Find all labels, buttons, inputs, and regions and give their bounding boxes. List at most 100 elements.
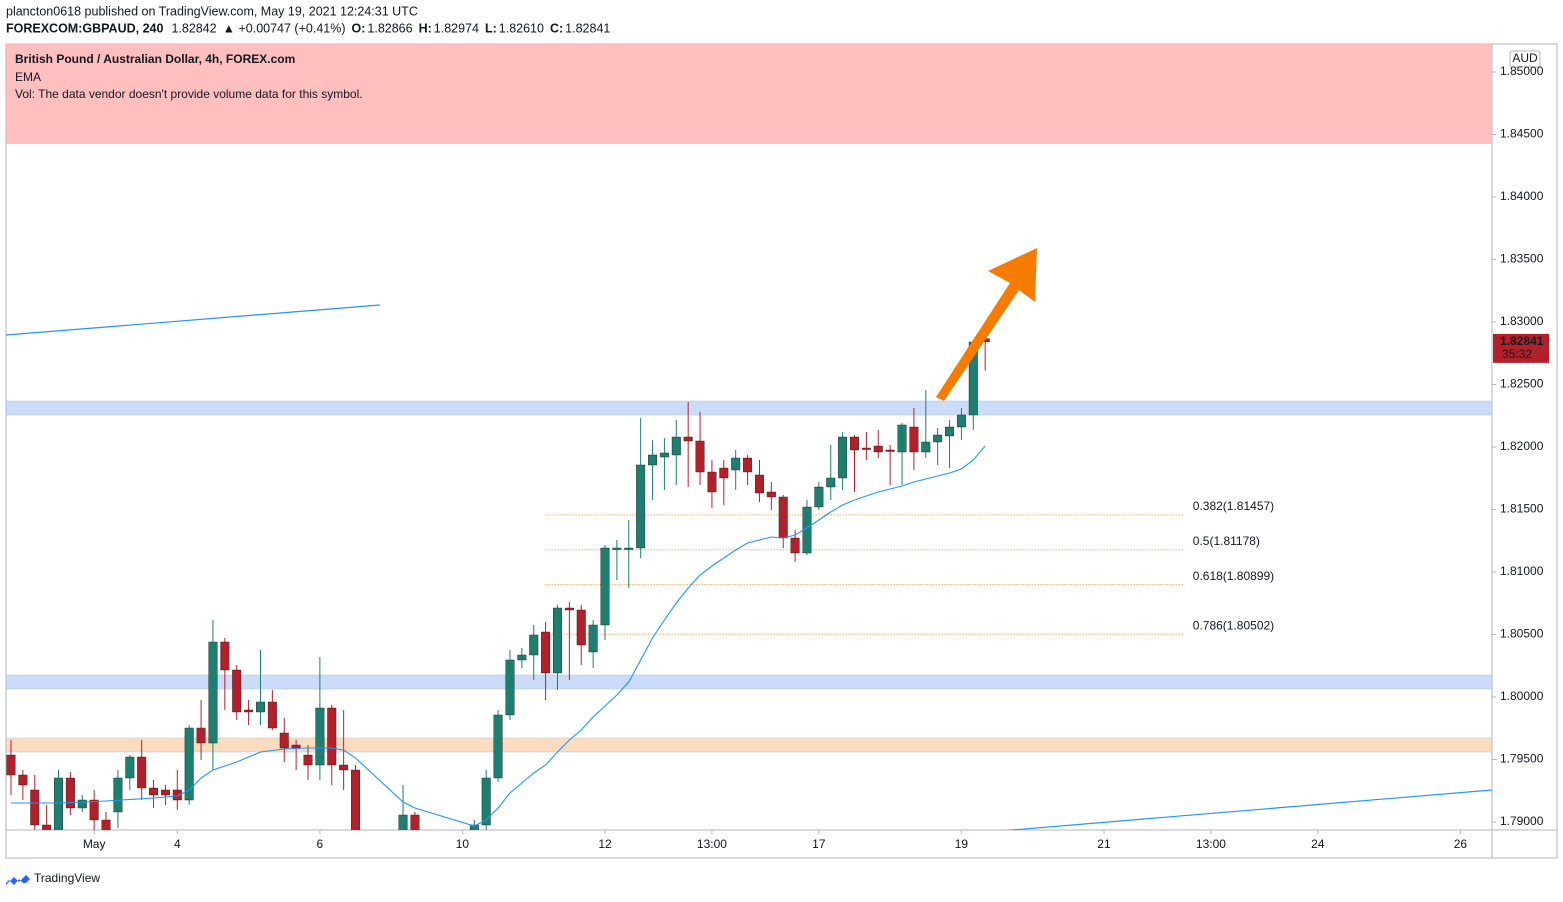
- x-tick-label: 10: [456, 837, 470, 851]
- candle-body: [861, 447, 871, 450]
- logo: [6, 875, 30, 885]
- candle-body: [351, 769, 360, 830]
- candle-body: [232, 669, 242, 713]
- candle-body: [659, 452, 669, 458]
- header-o: 1.82866: [367, 21, 412, 35]
- candle-body: [113, 777, 123, 813]
- volume-note: Vol: The data vendor doesn't provide vol…: [15, 87, 363, 101]
- ema-line: [10, 445, 986, 827]
- candle-body: [256, 701, 265, 713]
- y-tick-label: 1.80500: [1500, 627, 1544, 641]
- candle-body: [612, 547, 622, 550]
- fib-label: 0.786(1.80502): [1193, 618, 1274, 632]
- fib-label: 0.382(1.81457): [1193, 499, 1274, 513]
- trend-line: [1004, 789, 1492, 830]
- candle-body: [743, 457, 753, 473]
- x-tick-label: 24: [1311, 837, 1325, 851]
- currency: AUD: [1512, 51, 1538, 65]
- candle-body: [327, 707, 337, 766]
- candle-body: [707, 471, 717, 493]
- candle-body: [553, 607, 562, 674]
- x-tick-label: 17: [812, 837, 826, 851]
- candle-body: [600, 547, 610, 626]
- header-l: 1.82610: [499, 21, 544, 35]
- last-price: 1.82841: [1500, 334, 1544, 348]
- candle-body: [160, 789, 170, 796]
- candle-body: [267, 701, 277, 729]
- candle-body: [648, 454, 658, 466]
- candle-body: [125, 756, 135, 779]
- candle-body: [885, 449, 895, 452]
- candle-body: [65, 777, 75, 809]
- header-h-label: H:: [419, 21, 432, 35]
- header-last: 1.82842: [171, 21, 216, 35]
- x-tick-label: 26: [1454, 837, 1468, 851]
- candle-body: [814, 486, 824, 508]
- candle-body: [873, 445, 883, 453]
- trend-line: [6, 304, 381, 336]
- candle-body: [529, 634, 539, 656]
- y-tick-label: 1.79000: [1500, 814, 1544, 828]
- candle-body: [838, 436, 848, 479]
- zone: [6, 400, 1492, 416]
- candle-body: [588, 624, 598, 653]
- y-tick-label: 1.83500: [1500, 252, 1544, 266]
- x-tick-label: 19: [955, 837, 969, 851]
- candle-body: [719, 467, 729, 479]
- y-tick-label: 1.79500: [1500, 752, 1544, 766]
- arrow: [936, 248, 1037, 401]
- candle-body: [731, 457, 741, 471]
- header-h: 1.82974: [434, 21, 479, 35]
- candle-body: [956, 414, 966, 428]
- y-tick-label: 1.80000: [1500, 689, 1544, 703]
- y-tick-label: 1.81000: [1500, 564, 1544, 578]
- x-tick-label: 12: [598, 837, 612, 851]
- candle-body: [398, 814, 408, 830]
- candle-body: [541, 631, 551, 674]
- x-tick-label: 6: [317, 837, 324, 851]
- fib-label: 0.5(1.81178): [1193, 534, 1260, 548]
- fib-label: 0.618(1.80899): [1193, 569, 1274, 583]
- candle-body: [18, 774, 28, 786]
- candle-body: [172, 789, 182, 801]
- candle-body: [850, 436, 859, 451]
- candle-body: [695, 440, 705, 473]
- candle-body: [410, 814, 420, 830]
- candle-body: [303, 754, 313, 766]
- candle-body: [77, 799, 87, 809]
- x-tick-label: 21: [1097, 837, 1111, 851]
- symbol: FOREXCOM:GBPAUD, 240: [6, 21, 163, 35]
- plot: [6, 44, 1492, 830]
- candle-body: [6, 754, 16, 776]
- candle-body: [576, 609, 586, 646]
- candle-body: [636, 464, 646, 549]
- candle-body: [291, 744, 301, 749]
- y-tick-label: 1.83000: [1500, 314, 1544, 328]
- x-tick-label: 4: [174, 837, 181, 851]
- y-tick-label: 1.84500: [1500, 127, 1544, 141]
- y-tick-label: 1.81500: [1500, 502, 1544, 516]
- candle-body: [315, 707, 325, 766]
- candle-body: [766, 491, 776, 498]
- x-tick-label: May: [83, 837, 106, 851]
- candle-body: [921, 441, 931, 453]
- frame: [5, 43, 1558, 859]
- candle-body: [208, 641, 218, 744]
- candle-body: [137, 756, 147, 789]
- candle-body: [101, 819, 111, 830]
- header-o-label: O:: [352, 21, 366, 35]
- header-l-label: L:: [485, 21, 497, 35]
- y-tick-label: 1.82500: [1500, 377, 1544, 391]
- candle-body: [220, 641, 230, 671]
- x-tick-label: 13:00: [697, 837, 727, 851]
- candle-body: [683, 436, 693, 442]
- zone: [6, 44, 1492, 144]
- candle-body: [778, 496, 788, 539]
- candle-body: [196, 727, 206, 744]
- candle-body: [481, 777, 491, 826]
- chart-title: British Pound / Australian Dollar, 4h, F…: [15, 52, 295, 66]
- zone: [6, 737, 1492, 753]
- y-tick-label: 1.82000: [1500, 439, 1544, 453]
